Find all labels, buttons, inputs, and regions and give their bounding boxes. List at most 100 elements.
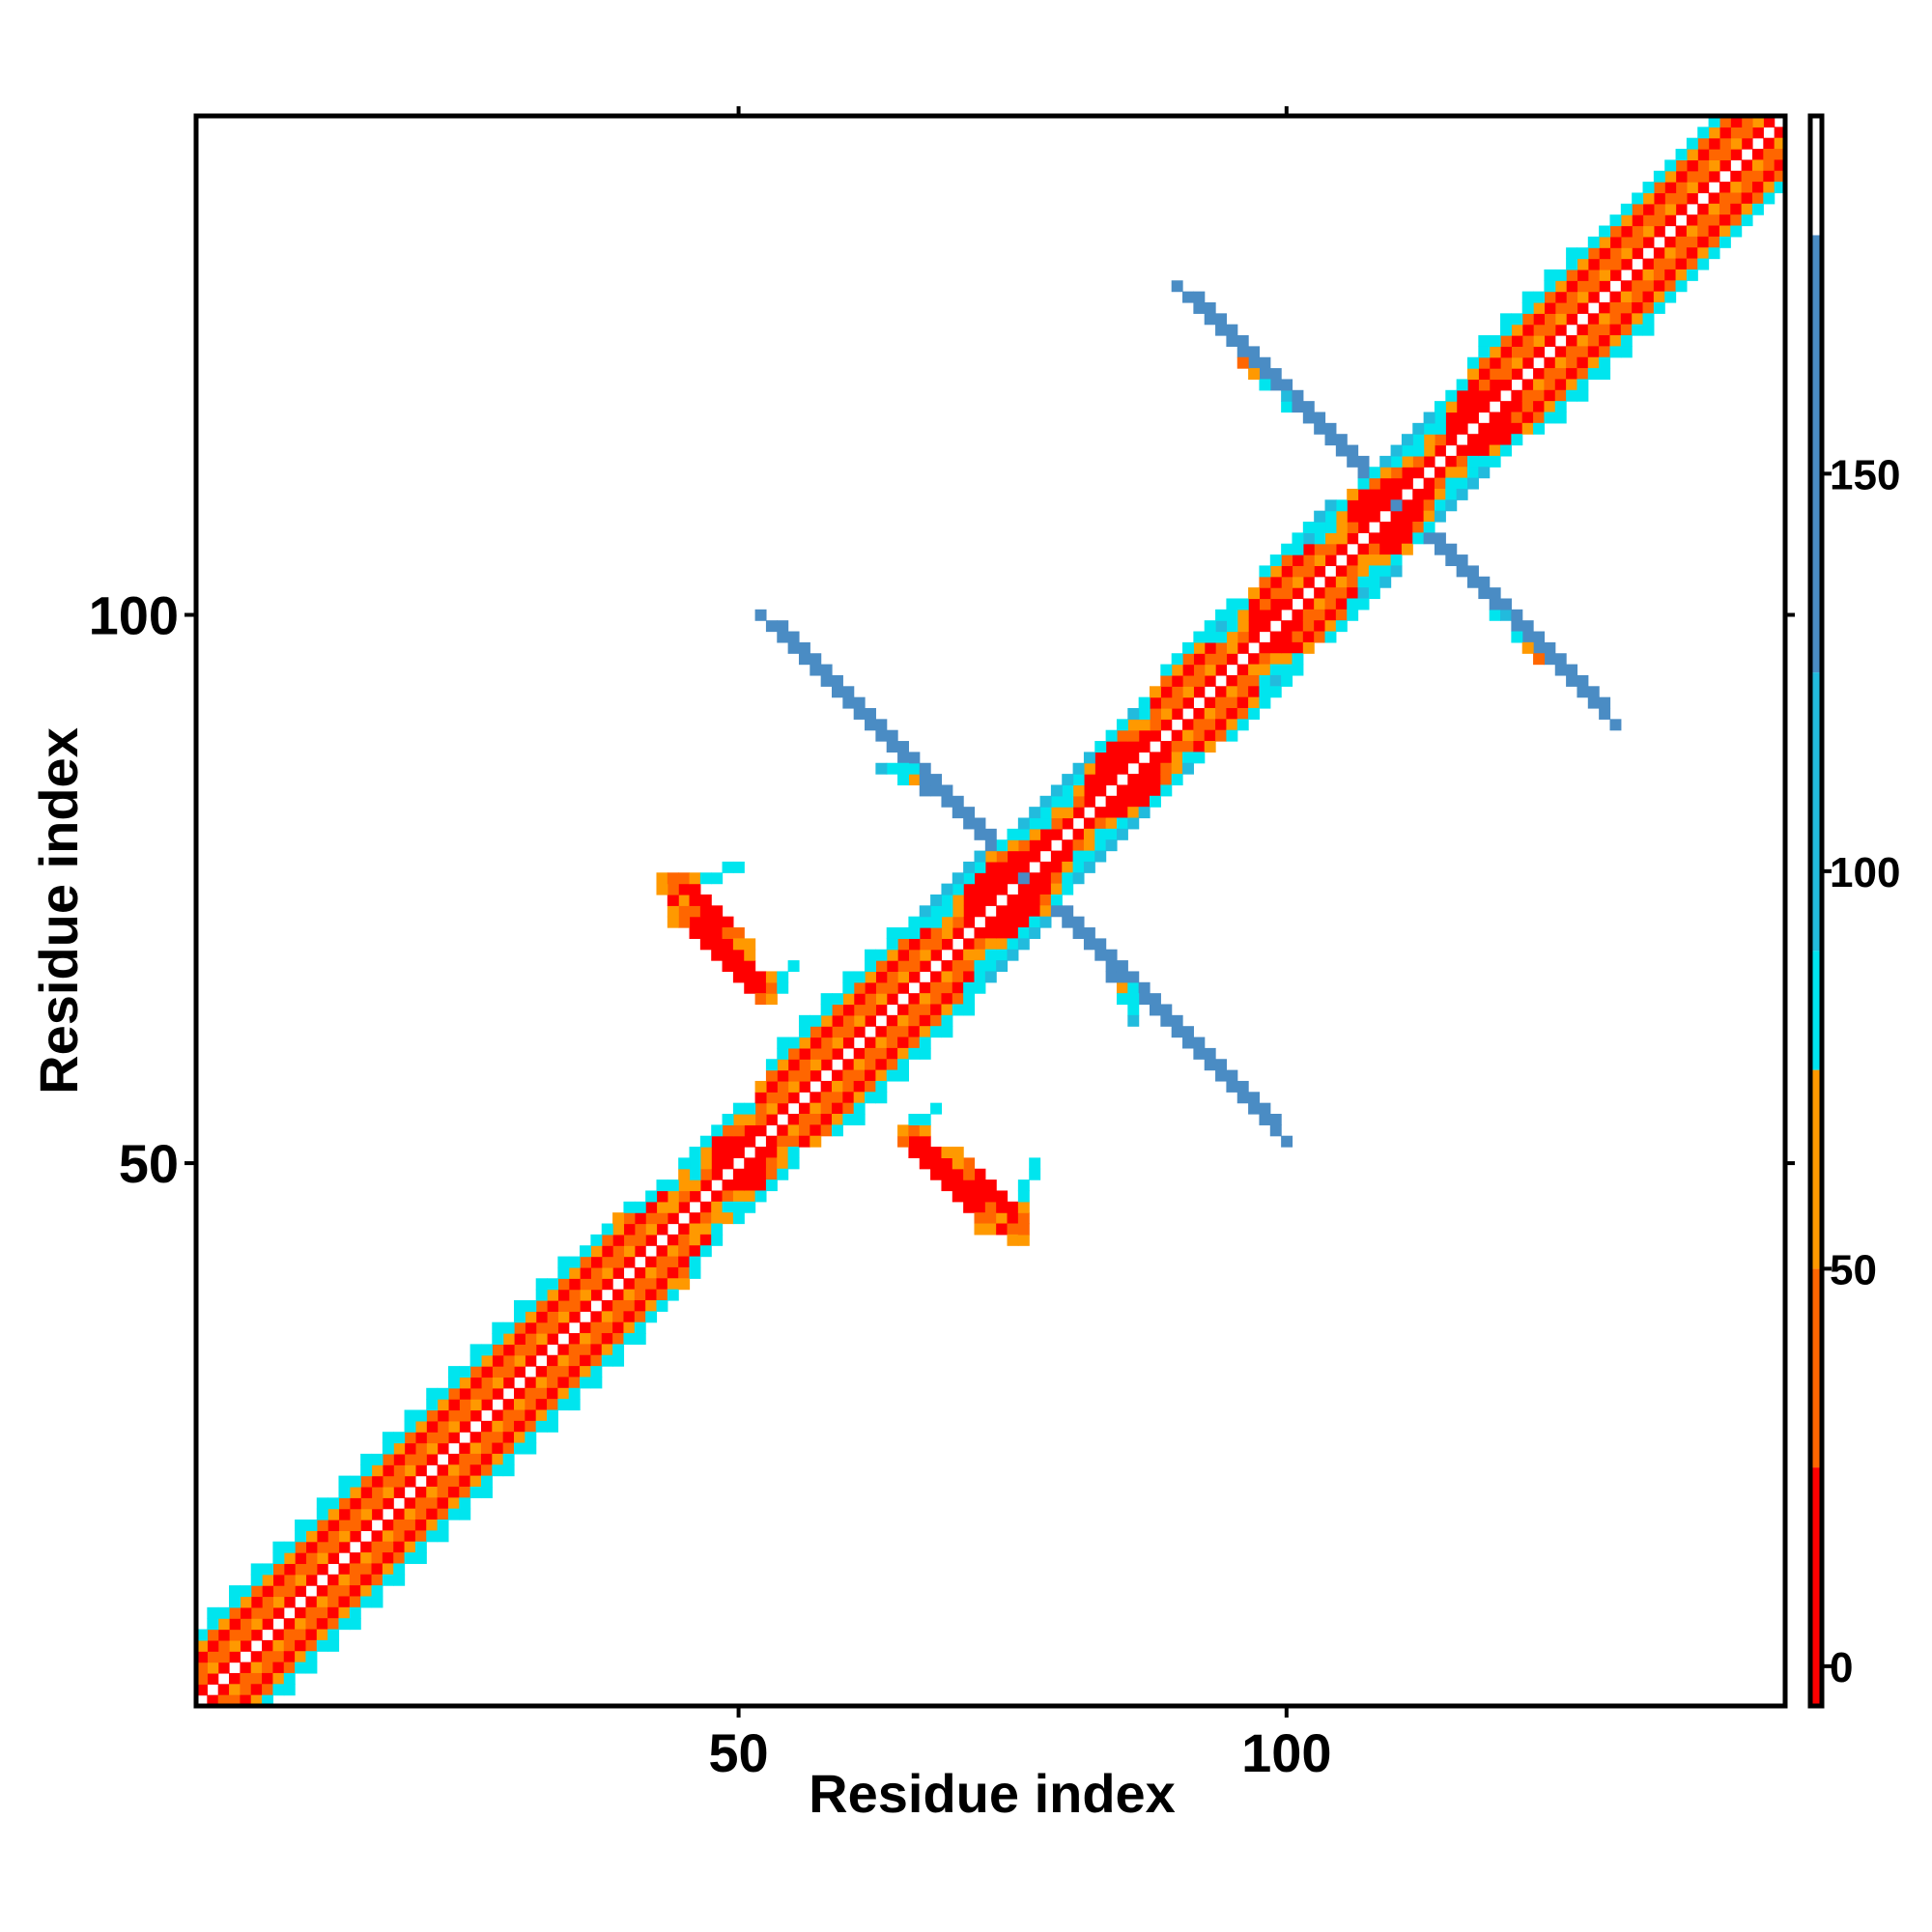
heatmap-cell — [623, 1278, 636, 1291]
heatmap-cell — [1335, 499, 1348, 512]
heatmap-cell — [1653, 182, 1665, 194]
heatmap-cell — [678, 1190, 691, 1203]
heatmap-cell — [897, 1135, 910, 1148]
heatmap-cell — [469, 1366, 482, 1378]
heatmap-cell — [1050, 795, 1063, 808]
heatmap-cell — [886, 762, 898, 775]
heatmap-cell — [689, 1168, 701, 1180]
heatmap-cell — [262, 1672, 274, 1685]
heatmap-cell — [1686, 159, 1698, 172]
heatmap-cell — [1150, 795, 1161, 808]
heatmap-cell — [930, 894, 943, 906]
heatmap-cell — [1182, 696, 1194, 709]
heatmap-cell — [1050, 872, 1063, 885]
heatmap-cell — [1697, 149, 1710, 161]
heatmap-cell — [229, 1618, 241, 1631]
heatmap-cell — [941, 938, 953, 951]
heatmap-cell — [1072, 916, 1085, 928]
heatmap-cell — [1314, 422, 1326, 435]
heatmap-cell — [765, 1092, 778, 1104]
heatmap-cell — [382, 1552, 394, 1565]
heatmap-cell — [1302, 554, 1315, 567]
heatmap-cell — [1434, 434, 1446, 446]
heatmap-cell — [1324, 631, 1337, 643]
heatmap-cell — [1116, 807, 1128, 819]
heatmap-cell — [984, 850, 997, 863]
heatmap-cell — [1730, 127, 1743, 139]
heatmap-cell — [1324, 609, 1337, 621]
heatmap-cell — [437, 1530, 449, 1543]
heatmap-cell — [875, 981, 888, 994]
heatmap-cell — [327, 1541, 340, 1553]
heatmap-cell — [919, 1047, 931, 1060]
heatmap-cell — [1741, 203, 1753, 215]
heatmap-cell — [1171, 1014, 1183, 1027]
heatmap-cell — [787, 1069, 800, 1082]
heatmap-cell — [1577, 324, 1589, 336]
heatmap-cell — [1521, 412, 1534, 424]
heatmap-cell — [678, 1278, 691, 1291]
heatmap-cell — [590, 1321, 603, 1334]
heatmap-cell — [1599, 346, 1611, 358]
heatmap-cell — [1697, 137, 1710, 150]
heatmap-cell — [469, 1354, 482, 1367]
heatmap-cell — [941, 993, 953, 1006]
heatmap-cell — [832, 686, 843, 698]
heatmap-cell — [295, 1541, 307, 1553]
heatmap-cell — [1269, 609, 1282, 621]
heatmap-cell — [1292, 587, 1304, 600]
heatmap-cell — [1511, 422, 1523, 435]
heatmap-cell — [612, 1354, 625, 1367]
heatmap-cell — [426, 1497, 439, 1510]
heatmap-cell — [1324, 532, 1337, 545]
heatmap-cell — [1609, 291, 1622, 303]
heatmap-cell — [437, 1508, 449, 1520]
heatmap-cell — [601, 1234, 613, 1246]
heatmap-cell — [316, 1520, 328, 1531]
heatmap-cell — [1390, 499, 1403, 512]
heatmap-cell — [820, 1114, 833, 1125]
heatmap-cell — [426, 1453, 439, 1465]
heatmap-cell — [1697, 127, 1710, 139]
heatmap-cell — [1763, 182, 1776, 194]
heatmap-cell — [447, 1366, 460, 1378]
heatmap-cell — [459, 1497, 471, 1510]
heatmap-cell — [1708, 127, 1720, 139]
heatmap-cell — [820, 1026, 833, 1038]
heatmap-cell — [699, 1157, 712, 1170]
heatmap-cell — [689, 1256, 701, 1268]
heatmap-cell — [459, 1366, 471, 1378]
heatmap-cell — [502, 1321, 515, 1334]
heatmap-cell — [1632, 236, 1644, 248]
heatmap-cell — [360, 1475, 373, 1488]
heatmap-cell — [525, 1409, 537, 1422]
heatmap-cell — [777, 1059, 789, 1071]
heatmap-cell — [283, 1639, 296, 1652]
heatmap-cell — [656, 1190, 668, 1203]
heatmap-cell — [1105, 949, 1118, 961]
heatmap-cell — [667, 1266, 679, 1279]
heatmap-cell — [1292, 532, 1304, 545]
heatmap-cell — [634, 1278, 646, 1291]
heatmap-cell — [930, 784, 943, 797]
heatmap-cell — [1719, 236, 1731, 248]
heatmap-cell — [469, 1486, 482, 1498]
heatmap-cell — [272, 1563, 285, 1576]
heatmap-cell — [305, 1618, 318, 1631]
heatmap-cell — [974, 1190, 986, 1203]
heatmap-cell — [1083, 784, 1095, 797]
heatmap-cell — [1489, 609, 1501, 621]
colorbar-band — [1810, 1069, 1822, 1269]
heatmap-cell — [777, 1124, 789, 1137]
heatmap-cell — [1620, 346, 1633, 358]
heatmap-cell — [1281, 674, 1293, 687]
heatmap-cell — [1708, 225, 1720, 238]
heatmap-cell — [1675, 269, 1688, 281]
heatmap-cell — [437, 1432, 449, 1444]
heatmap-cell — [656, 1266, 668, 1279]
heatmap-cell — [480, 1486, 493, 1498]
heatmap-cell — [1029, 927, 1041, 939]
heatmap-cell — [590, 1245, 603, 1258]
heatmap-cell — [1302, 641, 1315, 654]
heatmap-cell — [952, 960, 964, 973]
